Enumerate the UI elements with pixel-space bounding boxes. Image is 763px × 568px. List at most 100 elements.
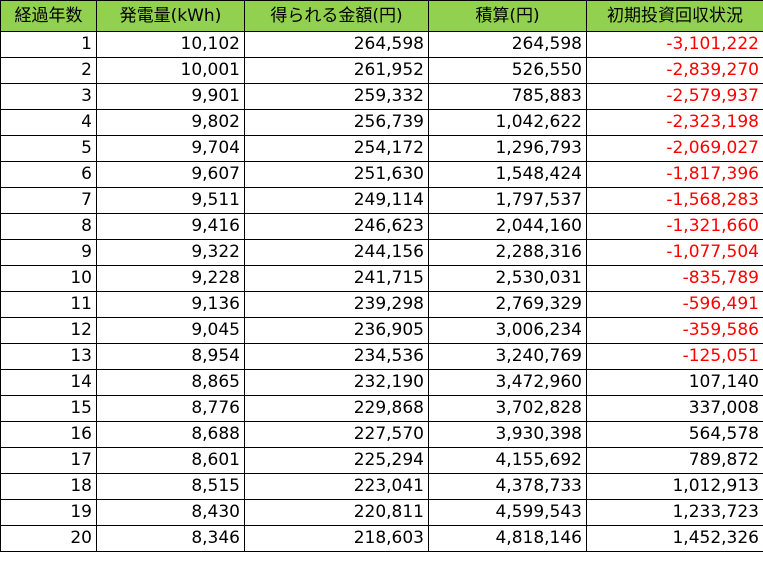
cell-generation-kwh[interactable]: 10,001 bbox=[96, 57, 245, 84]
cell-cumulative-yen[interactable]: 1,042,622 bbox=[428, 109, 587, 136]
cell-elapsed-year[interactable]: 1 bbox=[0, 31, 97, 58]
cell-recovery-status[interactable]: -2,323,198 bbox=[586, 109, 763, 136]
cell-amount-yen[interactable]: 236,905 bbox=[244, 317, 429, 344]
cell-elapsed-year[interactable]: 16 bbox=[0, 421, 97, 448]
cell-cumulative-yen[interactable]: 3,930,398 bbox=[428, 421, 587, 448]
cell-elapsed-year[interactable]: 2 bbox=[0, 57, 97, 84]
cell-recovery-status[interactable]: -1,077,504 bbox=[586, 239, 763, 266]
cell-generation-kwh[interactable]: 9,136 bbox=[96, 291, 245, 318]
cell-generation-kwh[interactable]: 9,045 bbox=[96, 317, 245, 344]
cell-amount-yen[interactable]: 259,332 bbox=[244, 83, 429, 110]
cell-amount-yen[interactable]: 254,172 bbox=[244, 135, 429, 162]
cell-cumulative-yen[interactable]: 785,883 bbox=[428, 83, 587, 110]
cell-cumulative-yen[interactable]: 3,006,234 bbox=[428, 317, 587, 344]
cell-cumulative-yen[interactable]: 1,548,424 bbox=[428, 161, 587, 188]
cell-recovery-status[interactable]: -2,069,027 bbox=[586, 135, 763, 162]
cell-amount-yen[interactable]: 218,603 bbox=[244, 525, 429, 552]
cell-elapsed-year[interactable]: 15 bbox=[0, 395, 97, 422]
cell-recovery-status[interactable]: -2,839,270 bbox=[586, 57, 763, 84]
cell-recovery-status[interactable]: -1,321,660 bbox=[586, 213, 763, 240]
cell-cumulative-yen[interactable]: 4,155,692 bbox=[428, 447, 587, 474]
cell-elapsed-year[interactable]: 3 bbox=[0, 83, 97, 110]
cell-amount-yen[interactable]: 244,156 bbox=[244, 239, 429, 266]
cell-amount-yen[interactable]: 234,536 bbox=[244, 343, 429, 370]
cell-generation-kwh[interactable]: 10,102 bbox=[96, 31, 245, 58]
cell-generation-kwh[interactable]: 8,515 bbox=[96, 473, 245, 500]
cell-cumulative-yen[interactable]: 2,288,316 bbox=[428, 239, 587, 266]
cell-elapsed-year[interactable]: 5 bbox=[0, 135, 97, 162]
cell-generation-kwh[interactable]: 9,802 bbox=[96, 109, 245, 136]
cell-elapsed-year[interactable]: 12 bbox=[0, 317, 97, 344]
cell-generation-kwh[interactable]: 8,601 bbox=[96, 447, 245, 474]
cell-cumulative-yen[interactable]: 3,472,960 bbox=[428, 369, 587, 396]
cell-amount-yen[interactable]: 220,811 bbox=[244, 499, 429, 526]
cell-generation-kwh[interactable]: 9,901 bbox=[96, 83, 245, 110]
cell-elapsed-year[interactable]: 9 bbox=[0, 239, 97, 266]
cell-recovery-status[interactable]: -2,579,937 bbox=[586, 83, 763, 110]
cell-recovery-status[interactable]: 1,452,326 bbox=[586, 525, 763, 552]
cell-generation-kwh[interactable]: 9,704 bbox=[96, 135, 245, 162]
cell-amount-yen[interactable]: 264,598 bbox=[244, 31, 429, 58]
cell-recovery-status[interactable]: -3,101,222 bbox=[586, 31, 763, 58]
cell-elapsed-year[interactable]: 10 bbox=[0, 265, 97, 292]
cell-elapsed-year[interactable]: 8 bbox=[0, 213, 97, 240]
cell-amount-yen[interactable]: 261,952 bbox=[244, 57, 429, 84]
cell-amount-yen[interactable]: 227,570 bbox=[244, 421, 429, 448]
cell-amount-yen[interactable]: 251,630 bbox=[244, 161, 429, 188]
cell-recovery-status[interactable]: -596,491 bbox=[586, 291, 763, 318]
cell-elapsed-year[interactable]: 14 bbox=[0, 369, 97, 396]
cell-recovery-status[interactable]: -359,586 bbox=[586, 317, 763, 344]
cell-cumulative-yen[interactable]: 1,797,537 bbox=[428, 187, 587, 214]
cell-elapsed-year[interactable]: 13 bbox=[0, 343, 97, 370]
cell-cumulative-yen[interactable]: 3,240,769 bbox=[428, 343, 587, 370]
cell-amount-yen[interactable]: 223,041 bbox=[244, 473, 429, 500]
header-amount-yen[interactable]: 得られる金額(円) bbox=[244, 0, 429, 32]
cell-cumulative-yen[interactable]: 4,599,543 bbox=[428, 499, 587, 526]
cell-elapsed-year[interactable]: 18 bbox=[0, 473, 97, 500]
header-elapsed-years[interactable]: 経過年数 bbox=[0, 0, 97, 32]
cell-recovery-status[interactable]: 1,012,913 bbox=[586, 473, 763, 500]
cell-generation-kwh[interactable]: 9,416 bbox=[96, 213, 245, 240]
cell-generation-kwh[interactable]: 8,688 bbox=[96, 421, 245, 448]
header-cumulative-yen[interactable]: 積算(円) bbox=[428, 0, 587, 32]
cell-recovery-status[interactable]: 337,008 bbox=[586, 395, 763, 422]
cell-generation-kwh[interactable]: 8,346 bbox=[96, 525, 245, 552]
cell-recovery-status[interactable]: 1,233,723 bbox=[586, 499, 763, 526]
cell-cumulative-yen[interactable]: 2,530,031 bbox=[428, 265, 587, 292]
cell-recovery-status[interactable]: -1,568,283 bbox=[586, 187, 763, 214]
cell-elapsed-year[interactable]: 20 bbox=[0, 525, 97, 552]
cell-generation-kwh[interactable]: 9,228 bbox=[96, 265, 245, 292]
cell-cumulative-yen[interactable]: 2,044,160 bbox=[428, 213, 587, 240]
cell-cumulative-yen[interactable]: 4,378,733 bbox=[428, 473, 587, 500]
cell-amount-yen[interactable]: 232,190 bbox=[244, 369, 429, 396]
cell-elapsed-year[interactable]: 4 bbox=[0, 109, 97, 136]
cell-cumulative-yen[interactable]: 526,550 bbox=[428, 57, 587, 84]
cell-recovery-status[interactable]: 789,872 bbox=[586, 447, 763, 474]
cell-generation-kwh[interactable]: 9,607 bbox=[96, 161, 245, 188]
cell-recovery-status[interactable]: -1,817,396 bbox=[586, 161, 763, 188]
cell-generation-kwh[interactable]: 9,511 bbox=[96, 187, 245, 214]
cell-elapsed-year[interactable]: 17 bbox=[0, 447, 97, 474]
cell-generation-kwh[interactable]: 8,776 bbox=[96, 395, 245, 422]
cell-cumulative-yen[interactable]: 264,598 bbox=[428, 31, 587, 58]
cell-recovery-status[interactable]: 107,140 bbox=[586, 369, 763, 396]
cell-generation-kwh[interactable]: 8,865 bbox=[96, 369, 245, 396]
cell-cumulative-yen[interactable]: 3,702,828 bbox=[428, 395, 587, 422]
cell-recovery-status[interactable]: -125,051 bbox=[586, 343, 763, 370]
cell-cumulative-yen[interactable]: 2,769,329 bbox=[428, 291, 587, 318]
cell-generation-kwh[interactable]: 8,954 bbox=[96, 343, 245, 370]
cell-elapsed-year[interactable]: 7 bbox=[0, 187, 97, 214]
header-generation-kwh[interactable]: 発電量(kWh) bbox=[96, 0, 245, 32]
cell-amount-yen[interactable]: 225,294 bbox=[244, 447, 429, 474]
cell-recovery-status[interactable]: -835,789 bbox=[586, 265, 763, 292]
cell-elapsed-year[interactable]: 6 bbox=[0, 161, 97, 188]
cell-cumulative-yen[interactable]: 4,818,146 bbox=[428, 525, 587, 552]
cell-generation-kwh[interactable]: 8,430 bbox=[96, 499, 245, 526]
cell-amount-yen[interactable]: 229,868 bbox=[244, 395, 429, 422]
cell-amount-yen[interactable]: 239,298 bbox=[244, 291, 429, 318]
cell-recovery-status[interactable]: 564,578 bbox=[586, 421, 763, 448]
header-recovery-status[interactable]: 初期投資回収状況 bbox=[586, 0, 763, 32]
cell-amount-yen[interactable]: 256,739 bbox=[244, 109, 429, 136]
cell-elapsed-year[interactable]: 11 bbox=[0, 291, 97, 318]
cell-generation-kwh[interactable]: 9,322 bbox=[96, 239, 245, 266]
